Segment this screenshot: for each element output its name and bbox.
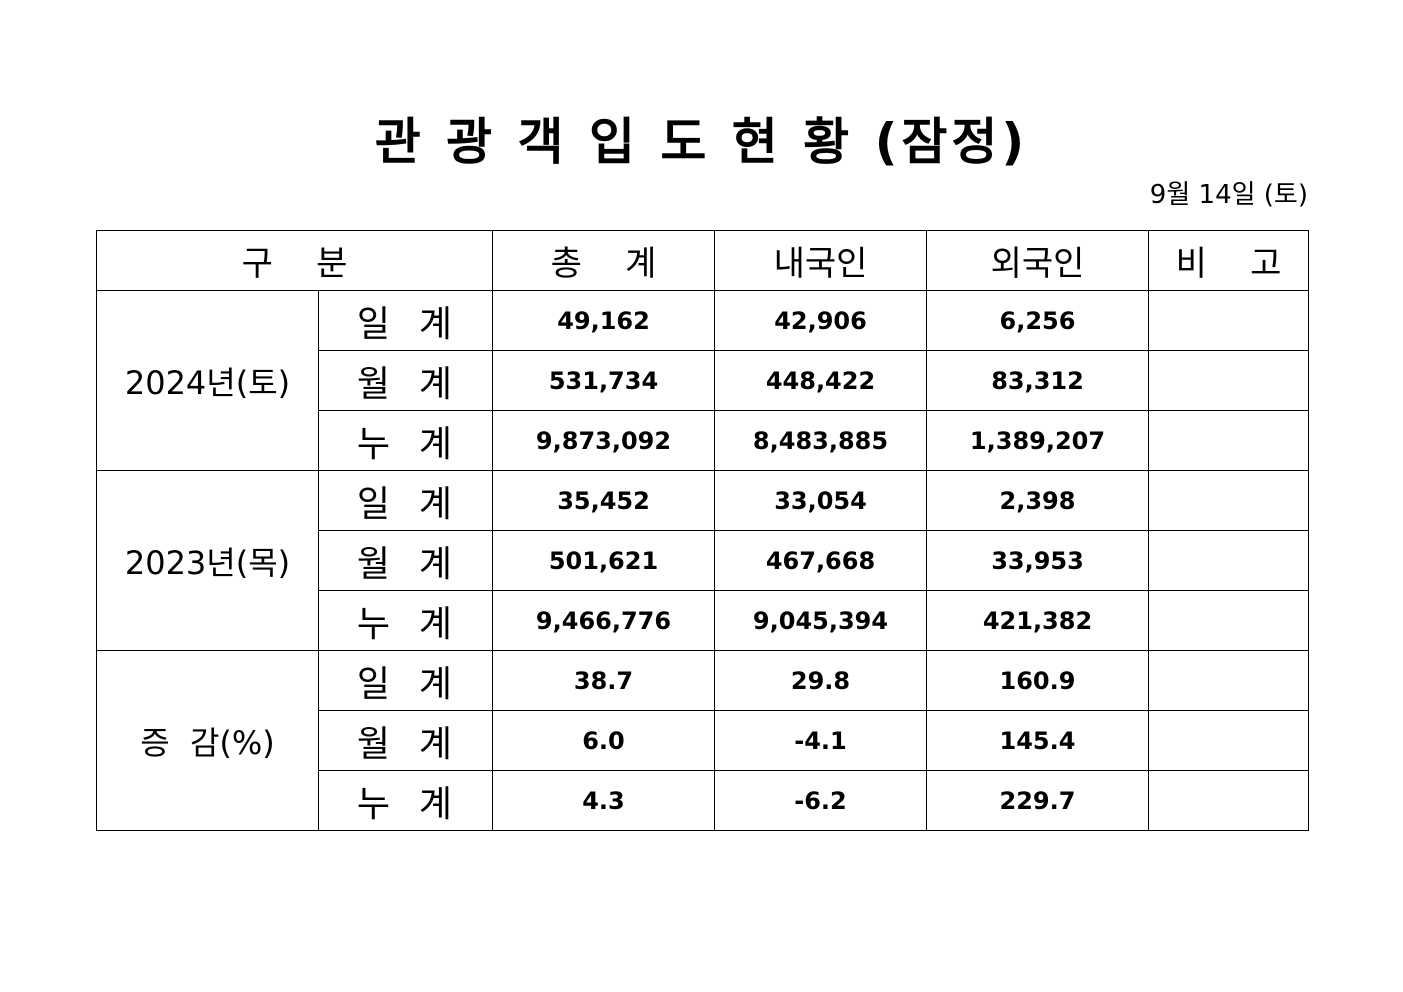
foreign-cell: 229.7 — [926, 770, 1149, 831]
remarks-cell — [1148, 470, 1309, 531]
remarks-cell — [1148, 590, 1309, 651]
table-row: 2023년(목) 일 계 35,452 33,054 2,398 — [96, 470, 1309, 651]
remarks-cell — [1148, 410, 1309, 471]
table-row: 월 계 6.0 -4.1 145.4 — [97, 710, 1309, 771]
domestic-cell: -4.1 — [714, 710, 927, 771]
table-row: 누 계 9,466,776 9,045,394 421,382 — [97, 590, 1309, 651]
foreign-cell: 145.4 — [926, 710, 1149, 771]
period-label: 월 계 — [318, 530, 493, 591]
remarks-cell — [1148, 290, 1309, 351]
page-title: 관 광 객 입 도 현 황 (잠정) — [374, 113, 1029, 171]
foreign-cell: 33,953 — [926, 530, 1149, 591]
total-cell: 49,162 — [492, 290, 715, 351]
table-row: 누 계 4.3 -6.2 229.7 — [97, 770, 1309, 831]
header-domestic: 내국인 — [714, 230, 927, 291]
period-label: 누 계 — [318, 410, 493, 471]
total-cell: 531,734 — [492, 350, 715, 411]
foreign-cell: 421,382 — [926, 590, 1149, 651]
total-cell: 9,873,092 — [492, 410, 715, 471]
foreign-cell: 160.9 — [926, 650, 1149, 711]
group-label-2024: 2024년(토) — [96, 290, 319, 471]
foreign-cell: 6,256 — [926, 290, 1149, 351]
domestic-cell: 42,906 — [714, 290, 927, 351]
report-date: 9월 14일 (토) — [1149, 180, 1308, 210]
remarks-cell — [1148, 530, 1309, 591]
remarks-cell — [1148, 770, 1309, 831]
total-cell: 6.0 — [492, 710, 715, 771]
total-cell: 9,466,776 — [492, 590, 715, 651]
period-label: 누 계 — [318, 590, 493, 651]
domestic-cell: 8,483,885 — [714, 410, 927, 471]
total-cell: 35,452 — [492, 470, 715, 531]
foreign-cell: 83,312 — [926, 350, 1149, 411]
remarks-cell — [1148, 350, 1309, 411]
table-row: 2024년(토) 일 계 49,162 42,906 6,256 — [96, 290, 1309, 471]
header-category: 구 분 — [96, 230, 493, 291]
period-label: 월 계 — [318, 350, 493, 411]
domestic-cell: -6.2 — [714, 770, 927, 831]
foreign-cell: 1,389,207 — [926, 410, 1149, 471]
table-row: 누 계 9,873,092 8,483,885 1,389,207 — [97, 410, 1309, 471]
period-label: 누 계 — [318, 770, 493, 831]
period-label: 일 계 — [318, 650, 493, 711]
remarks-cell — [1148, 710, 1309, 771]
header-remarks: 비 고 — [1148, 230, 1309, 291]
total-cell: 4.3 — [492, 770, 715, 831]
domestic-cell: 33,054 — [714, 470, 927, 531]
total-cell: 501,621 — [492, 530, 715, 591]
group-label-2023: 2023년(목) — [96, 470, 319, 651]
header-row: 구 분 총 계 내국인 외국인 비 고 — [96, 230, 1309, 291]
period-label: 일 계 — [318, 290, 493, 351]
table-row: 월 계 501,621 467,668 33,953 — [97, 530, 1309, 591]
tourist-arrivals-table: 구 분 총 계 내국인 외국인 비 고 2024년(토) 일 계 49,162 … — [96, 230, 1309, 831]
group-label-change: 증 감(%) — [96, 650, 319, 831]
domestic-cell: 29.8 — [714, 650, 927, 711]
period-label: 일 계 — [318, 470, 493, 531]
header-foreign: 외국인 — [926, 230, 1149, 291]
domestic-cell: 467,668 — [714, 530, 927, 591]
table-row: 증 감(%) 일 계 38.7 29.8 160.9 — [96, 650, 1309, 831]
remarks-cell — [1148, 650, 1309, 711]
header-total: 총 계 — [492, 230, 715, 291]
total-cell: 38.7 — [492, 650, 715, 711]
domestic-cell: 448,422 — [714, 350, 927, 411]
foreign-cell: 2,398 — [926, 470, 1149, 531]
domestic-cell: 9,045,394 — [714, 590, 927, 651]
period-label: 월 계 — [318, 710, 493, 771]
